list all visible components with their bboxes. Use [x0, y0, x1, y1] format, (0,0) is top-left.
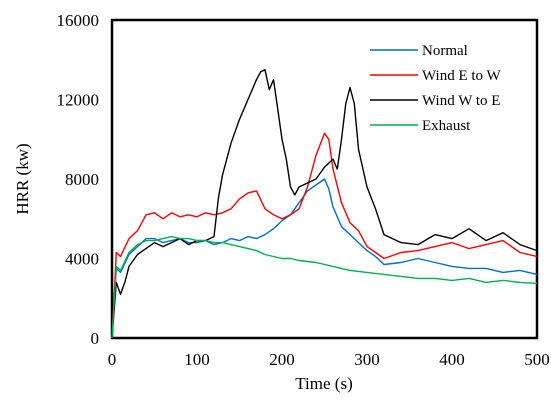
x-tick-label: 200 [269, 350, 295, 369]
y-tick-label: 16000 [57, 11, 100, 30]
y-tick-label: 4000 [65, 250, 99, 269]
series-line-0 [111, 178, 538, 339]
legend-label-1: Wind E to W [422, 68, 502, 84]
y-tick-label: 0 [91, 329, 100, 348]
y-axis-ticks: 0 4000 8000 12000 16000 [57, 11, 100, 348]
x-tick-label: 300 [354, 350, 380, 369]
series-line-1 [111, 132, 538, 339]
legend-label-0: Normal [422, 43, 468, 59]
y-tick-label: 8000 [65, 170, 99, 189]
series-layer [111, 68, 538, 339]
legend: Normal Wind E to W Wind W to E Exhaust [370, 43, 502, 134]
x-axis-label: Time (s) [295, 374, 352, 393]
x-tick-label: 500 [524, 350, 550, 369]
y-axis-label: HRR (kw) [13, 143, 32, 214]
x-tick-label: 100 [184, 350, 210, 369]
legend-label-3: Exhaust [422, 118, 471, 134]
x-axis-ticks: 0 100 200 300 400 500 [108, 350, 550, 369]
y-tick-label: 12000 [57, 91, 100, 110]
series-line-2 [111, 68, 538, 339]
series-line-3 [111, 235, 538, 339]
plot-frame [110, 18, 539, 340]
legend-label-2: Wind W to E [422, 93, 500, 109]
x-tick-label: 0 [108, 350, 117, 369]
x-tick-label: 400 [439, 350, 465, 369]
